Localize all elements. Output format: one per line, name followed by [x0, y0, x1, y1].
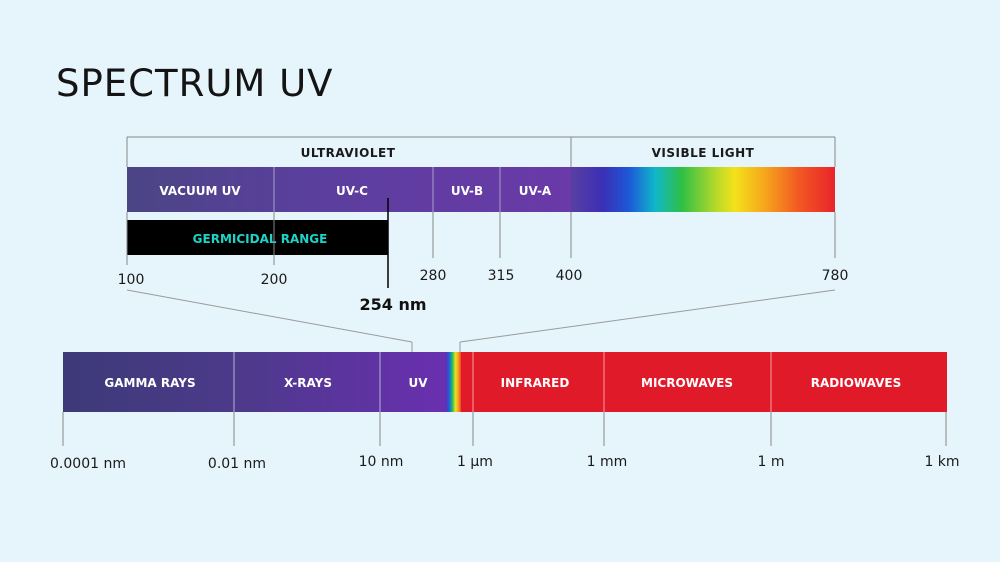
band-vacuum-uv: VACUUM UV [159, 184, 241, 198]
bottom-band-dividers [233, 352, 381, 412]
top-tick-lines [126, 212, 836, 265]
tick-200: 200 [261, 272, 288, 288]
band-gamma-rays: GAMMA RAYS [104, 376, 195, 390]
band-infrared: INFRARED [501, 376, 570, 390]
tick-780: 780 [822, 268, 849, 284]
page-title: SPECTRUM UV [56, 62, 334, 105]
ultraviolet-bar [127, 167, 572, 212]
top-header-frame [126, 136, 836, 167]
visible-light-bar [571, 167, 835, 212]
tick-315: 315 [488, 268, 515, 284]
band-microwaves: MICROWAVES [641, 376, 733, 390]
visible-light-header: VISIBLE LIGHT [652, 146, 755, 160]
bottom-red-bar [461, 352, 947, 412]
bottom-violet-bar [63, 352, 448, 412]
tick-280: 280 [420, 268, 447, 284]
tick-1km: 1 km [924, 454, 959, 470]
tick-10nm: 10 nm [359, 454, 404, 470]
ultraviolet-header: ULTRAVIOLET [301, 146, 396, 160]
band-uv-c: UV-C [336, 184, 368, 198]
band-radiowaves: RADIOWAVES [811, 376, 901, 390]
peak-254-label: 254 nm [359, 295, 426, 314]
bottom-red-dividers [472, 352, 772, 412]
tick-1um: 1 µm [457, 454, 493, 470]
band-x-rays: X-RAYS [284, 376, 332, 390]
top-band-dividers [273, 167, 501, 212]
band-uv: UV [408, 376, 428, 390]
tick-400: 400 [556, 268, 583, 284]
bottom-tick-lines [62, 412, 947, 446]
tick-100: 100 [118, 272, 145, 288]
band-uv-b: UV-B [451, 184, 483, 198]
tick-1m: 1 m [758, 454, 785, 470]
visible-light-strip [446, 352, 462, 412]
tick-0.01nm: 0.01 nm [208, 456, 266, 472]
germicidal-range-bar [127, 220, 388, 255]
tick-0.0001nm: 0.0001 nm [50, 456, 126, 472]
band-uv-a: UV-A [519, 184, 552, 198]
germicidal-range-label: GERMICIDAL RANGE [193, 232, 328, 246]
tick-1mm: 1 mm [587, 454, 628, 470]
